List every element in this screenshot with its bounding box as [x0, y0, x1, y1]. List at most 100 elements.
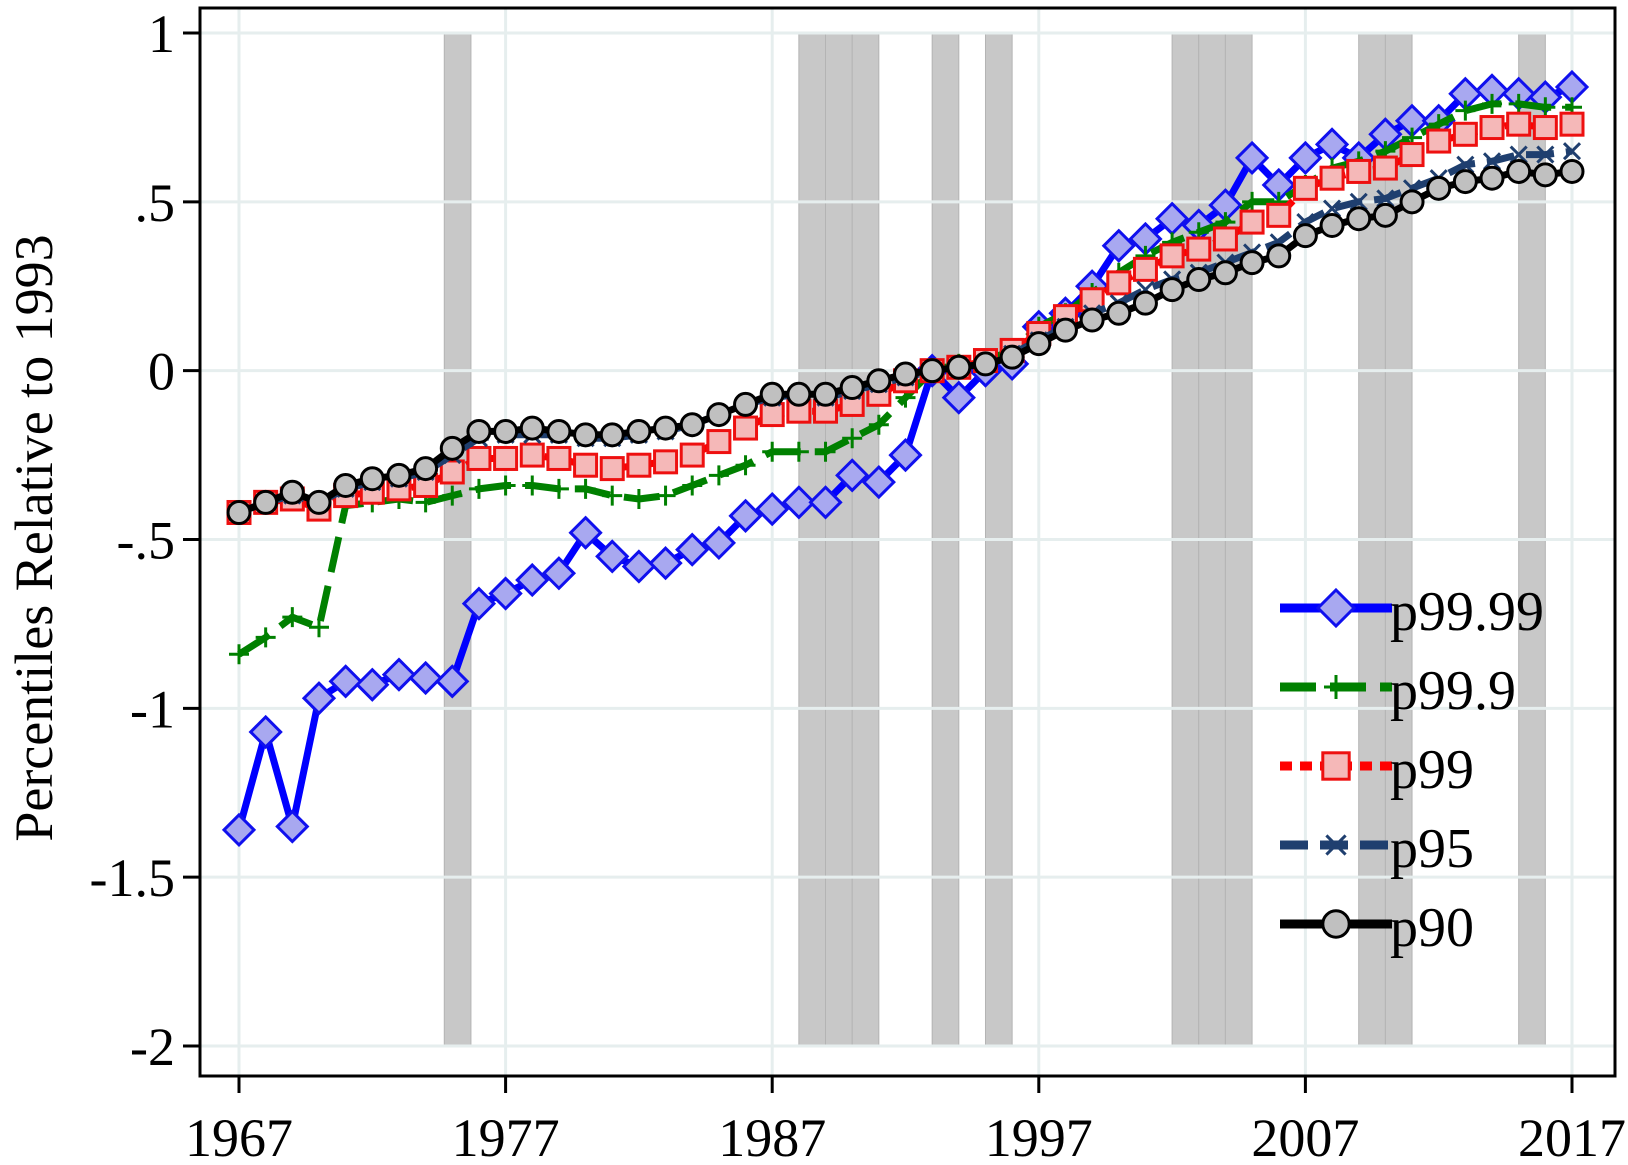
point-p90-1978	[519, 415, 545, 441]
point-p95-2016	[1536, 145, 1555, 164]
point-p99.99-1988	[781, 485, 816, 520]
point-p99-2016	[1532, 115, 1558, 141]
point-p99-2014	[1479, 115, 1505, 141]
point-p99.99-1984	[675, 532, 710, 567]
point-p99.99-2008	[1314, 127, 1350, 162]
point-p90-1979	[546, 418, 572, 444]
point-p99-2004	[1212, 226, 1238, 252]
point-p90-2008	[1319, 212, 1345, 238]
point-p99.99-1977	[488, 576, 523, 611]
point-p90-1969	[279, 479, 305, 505]
point-p99.9-1978	[522, 475, 543, 496]
point-p90-1996	[999, 344, 1025, 370]
point-p99-1987	[759, 402, 785, 428]
point-p99.9-2005	[1242, 191, 1263, 212]
point-p99.99-1967	[221, 812, 257, 848]
x-axis: 1967 1977 1987 1997 2007 2017	[185, 1076, 1626, 1165]
point-p99-2010	[1372, 155, 1398, 181]
point-p90-1992	[893, 361, 918, 387]
point-p99.9-1988	[788, 441, 809, 462]
point-p90-1981	[599, 422, 625, 448]
point-p99-2011	[1399, 142, 1425, 168]
point-p99-1982	[626, 452, 652, 478]
point-p99.99-1986	[728, 498, 763, 533]
point-p99.9-1985	[708, 465, 729, 486]
point-p95-2017	[1562, 142, 1582, 161]
point-p90-2004	[1212, 260, 1238, 286]
point-p90-1998	[1052, 317, 1078, 343]
point-p90-2001	[1132, 290, 1158, 316]
point-p99-2006	[1266, 202, 1292, 228]
point-p99-1980	[573, 452, 599, 478]
point-p99.99-1983	[648, 546, 683, 581]
legend-label-p99.9: p99.9	[1390, 660, 1516, 722]
point-p90-1989	[813, 381, 839, 407]
point-p99.99-1989	[808, 485, 843, 520]
gridlines	[200, 8, 1615, 1076]
point-p90-2003	[1186, 266, 1212, 292]
point-p99-1975	[439, 459, 465, 485]
point-p90-2009	[1346, 206, 1372, 232]
point-p99.9-1970	[308, 617, 329, 638]
point-p99.99-1974	[408, 660, 443, 696]
point-p90-1990	[839, 375, 865, 401]
point-p95-2008	[1322, 199, 1342, 218]
series-p90	[226, 158, 1585, 525]
point-p99.99-1968	[248, 714, 283, 750]
x-tick-label-4: 2007	[1251, 1108, 1359, 1165]
point-p99-1978	[519, 442, 545, 468]
point-p99.99-1990	[835, 458, 870, 493]
point-p90-2016	[1532, 162, 1558, 188]
point-p90-1968	[253, 489, 279, 515]
series-lines	[221, 69, 1590, 848]
point-p90-2011	[1399, 189, 1425, 215]
legend-label-p95: p95	[1390, 818, 1474, 880]
point-p99.9-1982	[628, 488, 649, 509]
point-p90-2012	[1426, 175, 1452, 201]
point-p99.99-1982	[621, 549, 657, 584]
point-p99-2008	[1319, 165, 1345, 191]
point-p90-1994	[946, 354, 972, 380]
legend-marker-p99	[1321, 751, 1351, 781]
legend-label-p99: p99	[1390, 739, 1474, 801]
point-p90-1970	[306, 489, 332, 515]
point-p90-1974	[413, 456, 439, 482]
legend-marker-p99.99	[1315, 587, 1357, 629]
legend-marker-p99.9	[1324, 675, 1348, 699]
y-tick-label-3: -.5	[117, 511, 175, 571]
legend-label-p99.99: p99.99	[1390, 581, 1544, 643]
point-p99.99-1981	[595, 539, 630, 574]
y-axis: 1 .5 0 -.5 -1 -1.5 -2	[90, 4, 200, 1077]
point-p99.9-2013	[1455, 100, 1476, 121]
legend-label-p90: p90	[1390, 897, 1474, 959]
x-tick-label-3: 1997	[985, 1108, 1093, 1165]
point-p95-2015	[1509, 145, 1528, 164]
point-p99-2015	[1506, 111, 1532, 137]
point-p99.9-1979	[548, 478, 569, 499]
point-p99-1979	[546, 445, 572, 471]
point-p99.9-1969	[282, 607, 303, 628]
point-p90-1988	[786, 381, 812, 407]
y-axis-title: Percentiles Relative to 1993	[4, 234, 64, 841]
point-p99.9-1991	[868, 414, 889, 435]
point-p99.9-2014	[1482, 93, 1503, 114]
point-p90-1973	[386, 462, 412, 488]
legend: p99.99 p99.9 p99 p95 p90	[1280, 581, 1544, 959]
point-p99.99-1987	[755, 491, 790, 527]
point-p99-1977	[493, 445, 519, 471]
point-p90-1967	[226, 499, 252, 525]
point-p90-1987	[759, 381, 785, 407]
point-p99-1984	[679, 442, 705, 468]
point-p99.9-1968	[255, 627, 276, 648]
point-p99.99-1976	[461, 586, 497, 621]
point-p90-1972	[359, 466, 385, 492]
y-tick-label-4: -1	[130, 679, 175, 739]
point-p95-2009	[1349, 192, 1368, 211]
x-tick-label-1: 1977	[452, 1108, 560, 1165]
point-p95-2013	[1456, 155, 1475, 174]
point-p90-1977	[493, 418, 519, 444]
point-p90-1983	[653, 415, 679, 441]
point-p90-1971	[333, 472, 359, 498]
point-p99.9-1990	[842, 428, 863, 449]
